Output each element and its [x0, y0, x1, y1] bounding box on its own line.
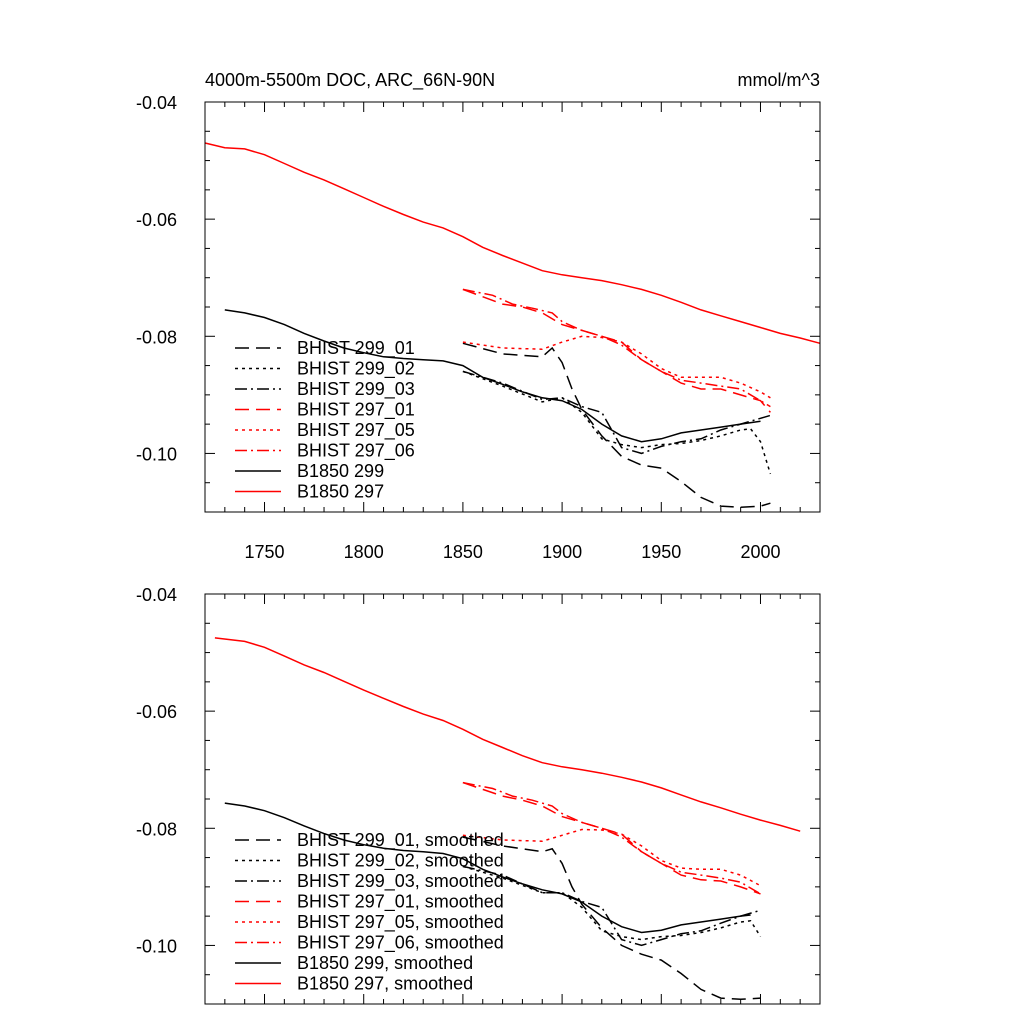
panel-bottom-series [214, 637, 801, 1001]
panel-top-frame [204, 101, 821, 513]
bottom-y-tick-label: -0.08 [136, 819, 177, 839]
top-legend-label: BHIST 297_01 [297, 400, 415, 421]
bottom-legend-label: BHIST 299_02, smoothed [297, 851, 504, 872]
top-series-line-4 [462, 335, 771, 399]
bottom-legend-label: BHIST 299_03, smoothed [297, 871, 504, 892]
panel-bottom-ticks: -0.04 -0.06 -0.08 -0.10 [136, 585, 821, 1005]
top-series-line-0 [462, 342, 771, 509]
top-y-tick-label: -0.04 [136, 93, 177, 113]
panel-top-title: 4000m-5500m DOC, ARC_66N-90N [205, 70, 495, 91]
bottom-legend-label: BHIST 297_05, smoothed [297, 912, 504, 933]
top-legend-label: B1850 299 [297, 461, 384, 481]
top-series-line-2 [462, 370, 771, 455]
bottom-legend-label: B1850 297, smoothed [297, 974, 473, 994]
top-y-tick-label: -0.10 [136, 444, 177, 464]
top-y-tick-label: -0.06 [136, 210, 177, 230]
top-series-line-6 [224, 309, 761, 443]
bottom-y-tick-label: -0.10 [136, 936, 177, 956]
top-legend-label: BHIST 299_02 [297, 359, 415, 380]
bottom-series-line-7 [214, 637, 801, 832]
bottom-legend-label: BHIST 297_06, smoothed [297, 933, 504, 954]
top-legend-label: BHIST 297_06 [297, 441, 415, 462]
bottom-y-tick-label: -0.06 [136, 702, 177, 722]
bottom-legend-label: BHIST 297_01, smoothed [297, 892, 504, 913]
top-x-tick-label: 2000 [740, 542, 780, 562]
panel-top: 4000m-5500m DOC, ARC_66N-90N mmol/m^3 17… [136, 70, 821, 562]
top-legend-label: BHIST 299_03 [297, 379, 415, 400]
bottom-legend-label: BHIST 299_01, smoothed [297, 830, 504, 851]
top-series-line-1 [462, 370, 772, 475]
bottom-series-line-6 [224, 802, 751, 934]
top-x-tick-label: 1750 [244, 542, 284, 562]
bottom-series-line-4 [462, 828, 761, 887]
bottom-series-line-3 [462, 781, 761, 895]
top-x-tick-label: 1900 [542, 542, 582, 562]
bottom-series-line-0 [462, 836, 761, 1001]
bottom-legend-label: B1850 299, smoothed [297, 953, 473, 973]
top-series-line-5 [462, 288, 771, 408]
panel-top-units: mmol/m^3 [738, 70, 820, 90]
bottom-y-tick-label: -0.04 [136, 585, 177, 605]
top-series-line-3 [462, 288, 771, 413]
top-legend-label: BHIST 297_05 [297, 420, 415, 441]
top-x-tick-label: 1800 [344, 542, 384, 562]
top-y-tick-label: -0.08 [136, 327, 177, 347]
top-legend-label: B1850 297 [297, 482, 384, 502]
panel-bottom: -0.04 -0.06 -0.08 -0.10 BHIST 299_01, smoot… [136, 585, 821, 1005]
panel-top-series [204, 142, 821, 509]
top-legend-label: BHIST 299_01 [297, 338, 415, 359]
panel-bottom-frame [204, 593, 821, 1005]
bottom-series-line-5 [462, 781, 761, 895]
top-series-line-7 [204, 142, 821, 345]
top-x-tick-label: 1950 [641, 542, 681, 562]
top-x-tick-label: 1850 [443, 542, 483, 562]
panel-top-ticks: 1750 1800 1850 1900 1950 2000 -0.04 -0.06 -0.08 -… [136, 93, 821, 562]
